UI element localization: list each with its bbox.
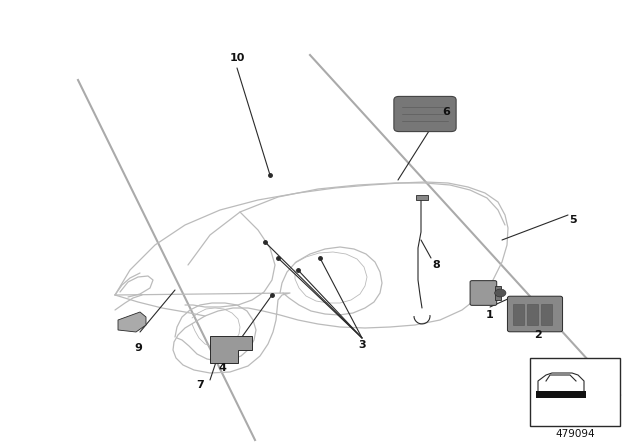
Text: 10: 10 <box>229 53 244 63</box>
Text: 4: 4 <box>218 363 226 373</box>
Bar <box>530 358 620 426</box>
Polygon shape <box>536 391 586 398</box>
Text: 6: 6 <box>442 107 450 117</box>
Text: 479094: 479094 <box>555 429 595 439</box>
Text: 1: 1 <box>486 310 494 320</box>
FancyBboxPatch shape <box>394 96 456 132</box>
Text: 7: 7 <box>196 380 204 390</box>
FancyBboxPatch shape <box>470 280 497 306</box>
Text: 2: 2 <box>534 330 542 340</box>
Bar <box>527 304 538 325</box>
Polygon shape <box>118 312 146 332</box>
Text: 5: 5 <box>569 215 577 225</box>
Text: 8: 8 <box>432 260 440 270</box>
Text: 3: 3 <box>358 340 366 350</box>
FancyBboxPatch shape <box>508 296 563 332</box>
Circle shape <box>495 289 506 297</box>
Text: 9: 9 <box>134 343 142 353</box>
Bar <box>495 286 500 300</box>
Polygon shape <box>416 195 428 200</box>
Bar <box>513 304 524 325</box>
Polygon shape <box>210 336 252 363</box>
Bar <box>541 304 552 325</box>
